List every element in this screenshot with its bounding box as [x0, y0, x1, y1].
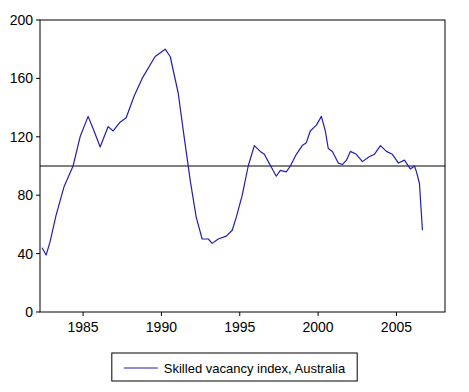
x-tick: [239, 312, 240, 316]
y-tick: [36, 195, 40, 196]
x-tick: [83, 312, 84, 316]
x-tick: [161, 312, 162, 316]
plot-frame: [40, 20, 445, 312]
legend-swatch: [124, 367, 158, 368]
y-tick: [36, 136, 40, 137]
legend-box: [112, 353, 357, 381]
x-tick-label: 2000: [303, 319, 334, 335]
plot-area: [42, 49, 422, 255]
y-tick-label: 40: [17, 246, 33, 262]
y-tick: [36, 20, 40, 21]
x-tick: [396, 312, 397, 316]
y-tick-label: 80: [17, 187, 33, 203]
x-tick-label: 1995: [224, 319, 255, 335]
y-tick-label: 160: [10, 70, 34, 86]
y-tick-label: 200: [10, 12, 34, 28]
x-tick-label: 1990: [146, 319, 177, 335]
legend: Skilled vacancy index, Australia: [112, 353, 357, 381]
x-tick-label: 1985: [68, 319, 99, 335]
y-tick: [36, 312, 40, 313]
legend-label: Skilled vacancy index, Australia: [164, 361, 346, 376]
y-tick-label: 0: [25, 304, 33, 320]
reference-line: [40, 166, 445, 167]
series-line: [42, 49, 422, 255]
x-tick: [318, 312, 319, 316]
y-tick: [36, 78, 40, 79]
y-tick-label: 120: [10, 129, 34, 145]
chart: 0 40 80 120 160 200 1985 1990 1995 2000 2005 Skille…: [0, 0, 469, 392]
x-tick-label: 2005: [381, 319, 412, 335]
y-tick: [36, 253, 40, 254]
